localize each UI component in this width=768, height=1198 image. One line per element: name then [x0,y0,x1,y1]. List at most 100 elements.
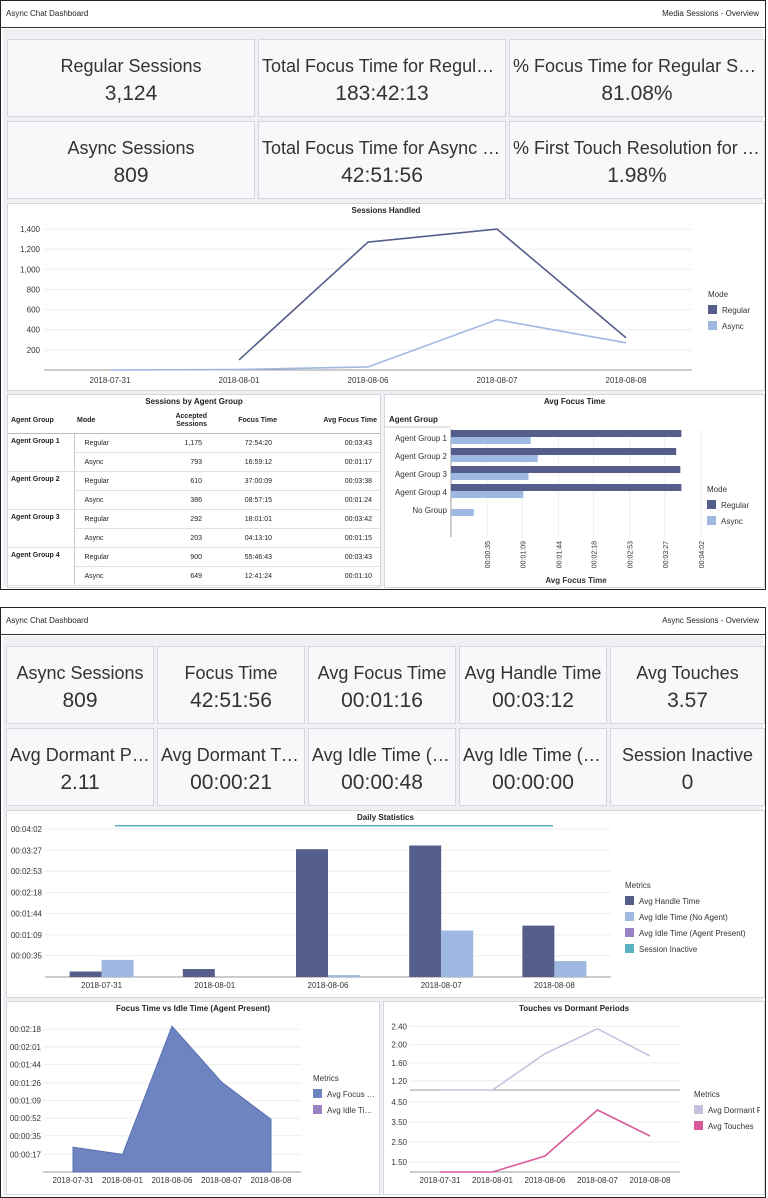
table-cell: 610 [140,471,210,491]
legend-item-regular[interactable]: Regular [708,305,764,315]
bar-avg-handle-time [69,971,102,977]
table-row[interactable]: Agent Group 1 Regular 1,175 72:54:20 00:03:4… [8,433,380,472]
column-header[interactable]: Accepted Sessions [140,409,210,434]
legend-item-regular[interactable]: Regular [707,500,763,510]
breadcrumb[interactable]: Media Sessions - Overview [662,9,759,18]
legend-title: Mode [708,290,729,299]
table-cell: 00:01:15 [280,528,380,548]
kpi-avg-idle-no-agent[interactable]: Avg Idle Time (No Agent) 00:00:48 [308,728,456,806]
daily-statistics-widget: Daily Statistics 00:00:35 00:01:09 00:01:4… [6,810,765,998]
series-line-regular [238,228,627,361]
kpi-first-touch-async[interactable]: % First Touch Resolution for Async Sessi… [509,121,765,199]
legend-title: Metrics [694,1090,720,1099]
table-cell: Regular [74,547,140,567]
kpi-title: Avg Handle Time [464,663,602,683]
table-row[interactable]: Async 203 04:13:10 00:01:15 [8,528,380,548]
x-tick-label: 2018-08-01 [102,1176,143,1185]
x-tick-label: 2018-08-06 [525,1176,566,1185]
legend-swatch [694,1121,703,1130]
column-header[interactable]: Focus Time [210,409,280,434]
y-tick-label: 2.00 [391,1041,407,1050]
x-tick-label: 00:01:09 [520,541,527,568]
kpi-pct-focus-regular[interactable]: % Focus Time for Regular Sessions 81.08% [509,39,765,117]
table-cell: 55:46:43 [210,547,280,567]
legend-item-async[interactable]: Async [707,516,763,526]
legend-title: Metrics [625,881,651,890]
kpi-title: Total Focus Time for Async Sessions [262,138,505,158]
kpi-avg-handle-time[interactable]: Avg Handle Time 00:03:12 [459,646,607,724]
panel-header: Async Chat Dashboard Async Sessions - Ov… [1,608,765,635]
kpi-avg-touches[interactable]: Avg Touches 3.57 [610,646,765,724]
kpi-regular-sessions[interactable]: Regular Sessions 3,124 [7,39,255,117]
column-header[interactable]: Avg Focus Time [280,409,380,434]
table-cell: 203 [140,528,210,548]
focus-vs-idle-widget: Focus Time vs Idle Time (Agent Present) … [6,1001,380,1195]
widget-title: Sessions Handled [351,206,421,215]
kpi-title: Avg Dormant Periods [10,745,153,765]
table-cell: 00:03:43 [280,547,380,567]
x-tick-label: 2018-08-08 [630,1176,671,1185]
legend-item-idle-agent-present[interactable]: Avg Idle Time (Agent Present) [625,928,763,938]
y-tick-label: 200 [27,346,41,355]
y-tick-label: 00:01:26 [10,1079,42,1088]
table-cell: 793 [140,452,210,472]
series-line-avg-touches [440,1109,651,1173]
kpi-avg-dormant-periods[interactable]: Avg Dormant Periods 2.11 [6,728,154,806]
y-tick-label: 1,000 [20,265,41,274]
kpi-total-focus-async[interactable]: Total Focus Time for Async Sessions 42:51… [258,121,506,199]
legend-item-dormant-periods[interactable]: Avg Dormant Periods [694,1105,760,1115]
kpi-title: % Focus Time for Regular Sessions [513,56,764,76]
dashboard-title: Async Chat Dashboard [6,9,89,18]
y-tick-label: 600 [27,306,41,315]
kpi-title: Async Sessions [67,138,195,158]
y-tick-label: 00:00:17 [10,1150,42,1159]
legend-title: Metrics [313,1074,339,1083]
legend-item-async[interactable]: Async [708,321,764,331]
table-cell: 386 [140,490,210,510]
y-tick-label: 3.50 [391,1118,407,1127]
table-row[interactable]: Async 793 16:59:12 00:01:17 [8,452,380,472]
x-tick-label: 2018-08-07 [477,376,518,385]
kpi-total-focus-regular[interactable]: Total Focus Time for Regular Sessions 183… [258,39,506,117]
bar-regular [451,430,682,437]
widget-title: Avg Focus Time [543,397,606,406]
table-row[interactable]: Agent Group 3 Regular 292 18:01:01 00:03:42 [8,509,380,548]
breadcrumb[interactable]: Async Sessions - Overview [662,616,759,625]
kpi-focus-time[interactable]: Focus Time 42:51:56 [157,646,305,724]
kpi-value: 42:51:56 [341,164,423,187]
legend-label: Avg Idle Time (Agent Present) [639,929,746,938]
legend-swatch [313,1105,322,1114]
table-cell: 18:01:01 [210,509,280,529]
table-row[interactable]: Agent Group 2 Regular 610 37:00:09 00:03:38 [8,471,380,510]
legend-label: Session Inactive [639,945,698,954]
kpi-avg-idle-agent-present[interactable]: Avg Idle Time (Agent Present) 00:00:00 [459,728,607,806]
legend-item-idle-agent-present[interactable]: Avg Idle Time (Agent Present) [313,1105,377,1115]
kpi-session-inactive[interactable]: Session Inactive 0 [610,728,765,806]
column-header[interactable]: Mode [74,409,140,434]
legend-swatch [313,1089,322,1098]
kpi-value: 0 [681,771,694,794]
kpi-value: 81.08% [601,82,673,105]
kpi-async-sessions[interactable]: Async Sessions 809 [6,646,154,724]
kpi-avg-focus-time[interactable]: Avg Focus Time 00:01:16 [308,646,456,724]
table-row[interactable]: Async 649 12:41:24 00:01:10 [8,566,380,586]
table-row[interactable]: Async 386 08:57:15 00:01:24 [8,490,380,510]
kpi-async-sessions[interactable]: Async Sessions 809 [7,121,255,199]
kpi-title: Regular Sessions [60,56,202,76]
legend-item-avg-handle-time[interactable]: Avg Handle Time [625,896,763,906]
x-tick-label: 2018-08-08 [534,981,575,990]
agent-group-cell: Agent Group 1 [8,433,75,472]
column-header[interactable]: Agent Group [8,409,74,434]
legend-item-session-inactive[interactable]: Session Inactive [625,944,763,954]
legend-item-idle-no-agent[interactable]: Avg Idle Time (No Agent) [625,912,763,922]
legend-label: Regular [721,501,750,510]
legend-item-touches[interactable]: Avg Touches [694,1121,760,1131]
table-cell: 72:54:20 [210,433,280,453]
bar-avg-handle-time [296,849,328,977]
agent-group-cell: Agent Group 4 [8,547,75,586]
y-tick-label: 1.50 [391,1158,407,1167]
panel-body: Async Sessions 809 Focus Time 42:51:56 Avg… [3,636,765,1195]
legend-item-avg-focus-time[interactable]: Avg Focus Time [313,1089,377,1099]
table-row[interactable]: Agent Group 4 Regular 900 55:46:43 00:03:43 [8,547,380,586]
kpi-avg-dormant-time[interactable]: Avg Dormant Time 00:00:21 [157,728,305,806]
